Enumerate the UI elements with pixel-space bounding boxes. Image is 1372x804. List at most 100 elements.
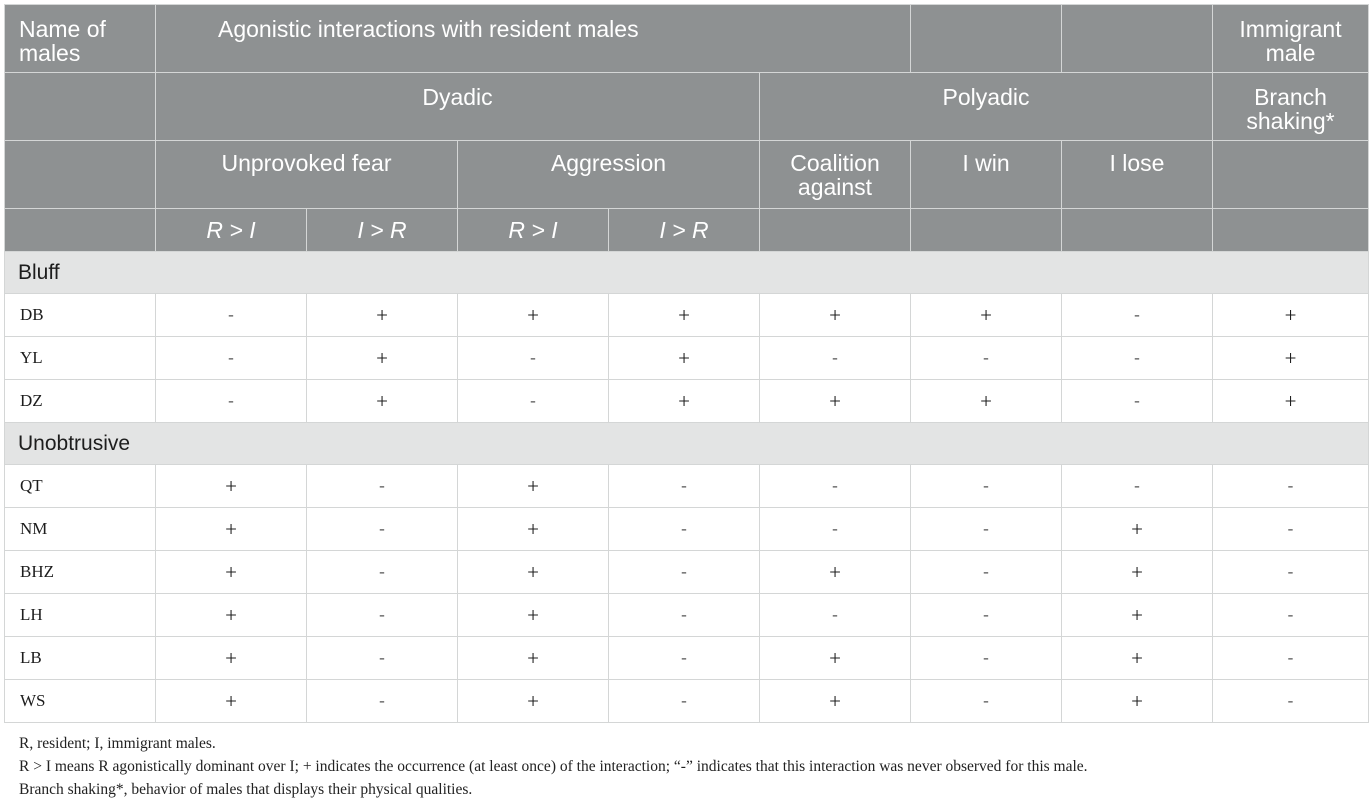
- header-empty: [1061, 208, 1213, 252]
- value-cell: +: [910, 293, 1062, 337]
- value-cell: +: [457, 679, 609, 723]
- value-cell: -: [608, 550, 760, 594]
- value-cell: -: [306, 593, 458, 637]
- header-branch-shaking: Branch shaking*: [1212, 72, 1369, 141]
- header-aggression: Aggression: [457, 140, 760, 209]
- value-cell: -: [306, 679, 458, 723]
- note-line: R > I means R agonistically dominant ove…: [19, 758, 1088, 775]
- value-cell: -: [759, 593, 911, 637]
- value-cell: +: [155, 464, 307, 508]
- value-cell: +: [155, 550, 307, 594]
- value-cell: +: [759, 679, 911, 723]
- value-cell: +: [155, 593, 307, 637]
- value-cell: +: [759, 293, 911, 337]
- value-cell: +: [155, 636, 307, 680]
- male-name-cell: YL: [4, 336, 156, 380]
- header-i-gt-r: I > R: [608, 208, 760, 252]
- value-cell: -: [910, 636, 1062, 680]
- table-row: DZ - + - + + + - +: [4, 379, 1369, 423]
- value-cell: -: [608, 464, 760, 508]
- table-row: LB + - + - + - + -: [4, 636, 1369, 680]
- value-cell: +: [608, 293, 760, 337]
- value-cell: -: [1212, 593, 1369, 637]
- value-cell: -: [1212, 550, 1369, 594]
- header-coalition-against: Coalition against: [759, 140, 911, 209]
- male-name-cell: DZ: [4, 379, 156, 423]
- value-cell: -: [910, 550, 1062, 594]
- value-cell: -: [1061, 293, 1213, 337]
- header-agonistic: Agonistic interactions with resident mal…: [155, 4, 911, 73]
- value-cell: -: [910, 507, 1062, 551]
- value-cell: +: [1212, 336, 1369, 380]
- header-empty: [1061, 4, 1213, 73]
- header-empty: [910, 208, 1062, 252]
- table-row: BHZ + - + - + - + -: [4, 550, 1369, 594]
- header-immigrant-male: Immigrant male: [1212, 4, 1369, 73]
- section-row: Bluff: [4, 251, 1369, 294]
- value-cell: -: [608, 507, 760, 551]
- value-cell: +: [759, 550, 911, 594]
- header-i-lose: I lose: [1061, 140, 1213, 209]
- header-row-1: Name of males Agonistic interactions wit…: [4, 4, 1369, 73]
- value-cell: +: [457, 464, 609, 508]
- value-cell: +: [1061, 593, 1213, 637]
- table-row: YL - + - + - - - +: [4, 336, 1369, 380]
- header-row-3: Unprovoked fear Aggression Coalition aga…: [4, 140, 1369, 209]
- value-cell: -: [759, 507, 911, 551]
- value-cell: +: [759, 379, 911, 423]
- header-empty: [1212, 140, 1369, 209]
- value-cell: -: [457, 379, 609, 423]
- value-cell: +: [1061, 679, 1213, 723]
- value-cell: -: [1061, 336, 1213, 380]
- header-empty: [4, 208, 156, 252]
- value-cell: +: [155, 679, 307, 723]
- male-name-cell: QT: [4, 464, 156, 508]
- note-line: Branch shaking*, behavior of males that …: [19, 781, 473, 798]
- value-cell: -: [608, 679, 760, 723]
- header-i-gt-r: I > R: [306, 208, 458, 252]
- male-name-cell: DB: [4, 293, 156, 337]
- value-cell: +: [457, 593, 609, 637]
- table-row: QT + - + - - - - -: [4, 464, 1369, 508]
- value-cell: -: [155, 379, 307, 423]
- header-empty: [910, 4, 1062, 73]
- value-cell: -: [759, 336, 911, 380]
- male-name-cell: WS: [4, 679, 156, 723]
- male-name-cell: LH: [4, 593, 156, 637]
- section-label: Bluff: [4, 251, 1369, 294]
- table-row: NM + - + - - - + -: [4, 507, 1369, 551]
- note-line: R, resident; I, immigrant males.: [19, 735, 216, 752]
- value-cell: +: [306, 293, 458, 337]
- interactions-table: Name of males Agonistic interactions wit…: [4, 4, 1369, 723]
- value-cell: +: [306, 379, 458, 423]
- header-polyadic: Polyadic: [759, 72, 1213, 141]
- value-cell: -: [1212, 464, 1369, 508]
- value-cell: -: [1212, 679, 1369, 723]
- header-empty: [759, 208, 911, 252]
- header-row-2: Dyadic Polyadic Branch shaking*: [4, 72, 1369, 141]
- header-empty: [4, 140, 156, 209]
- value-cell: -: [155, 293, 307, 337]
- header-dyadic: Dyadic: [155, 72, 760, 141]
- male-name-cell: NM: [4, 507, 156, 551]
- section-row: Unobtrusive: [4, 422, 1369, 465]
- value-cell: +: [910, 379, 1062, 423]
- value-cell: -: [306, 464, 458, 508]
- value-cell: -: [608, 636, 760, 680]
- value-cell: -: [910, 593, 1062, 637]
- header-empty: [4, 72, 156, 141]
- header-r-gt-i: R > I: [155, 208, 307, 252]
- value-cell: -: [759, 464, 911, 508]
- value-cell: -: [457, 336, 609, 380]
- value-cell: +: [457, 550, 609, 594]
- table-row: LH + - + - - - + -: [4, 593, 1369, 637]
- value-cell: +: [1212, 379, 1369, 423]
- header-unprovoked-fear: Unprovoked fear: [155, 140, 458, 209]
- value-cell: +: [1061, 507, 1213, 551]
- table-row: WS + - + - + - + -: [4, 679, 1369, 723]
- table-notes: R, resident; I, immigrant males. R > I m…: [19, 732, 1088, 801]
- value-cell: +: [608, 336, 760, 380]
- value-cell: -: [1061, 464, 1213, 508]
- value-cell: -: [306, 507, 458, 551]
- value-cell: -: [1212, 507, 1369, 551]
